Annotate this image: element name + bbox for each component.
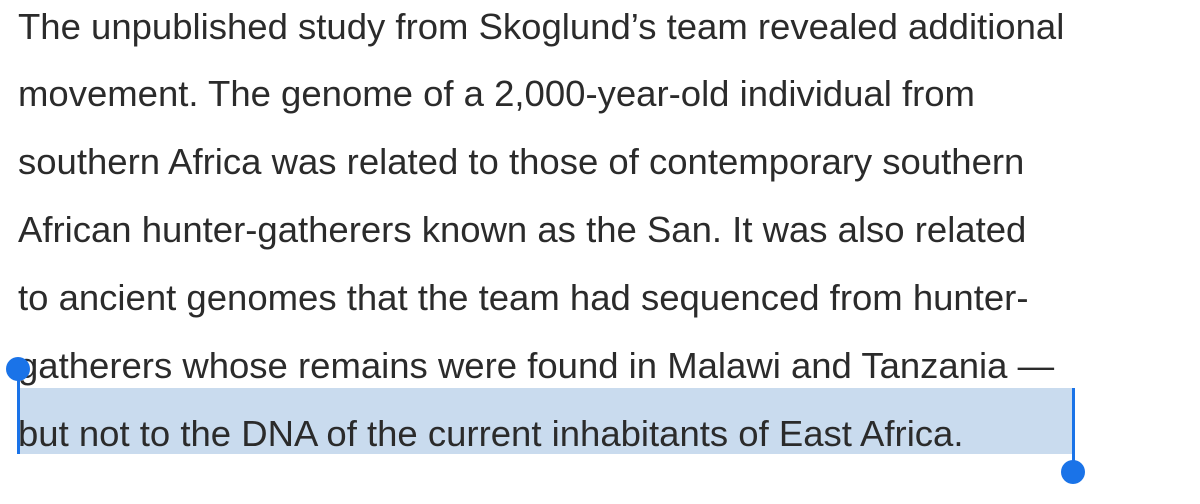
paragraph-line: movement. The genome of a 2,000-year-old… [18, 73, 975, 114]
paragraph-line: The unpublished study from Skoglund’s te… [18, 6, 1065, 47]
paragraph-line: but not to the DNA of the current inhabi… [18, 413, 964, 454]
selection-end-handle[interactable] [1061, 460, 1085, 484]
paragraph-line: African hunter-gatherers known as the Sa… [18, 209, 1027, 250]
selection-start-caret[interactable] [17, 372, 20, 454]
selection-end-caret[interactable] [1072, 388, 1075, 468]
paragraph-line: southern Africa was related to those of … [18, 141, 1025, 182]
text-selection-highlight [19, 388, 1074, 454]
paragraph-line: gatherers whose remains were found in Ma… [18, 345, 1055, 386]
paragraph-line: to ancient genomes that the team had seq… [18, 277, 1029, 318]
selection-start-handle[interactable] [6, 357, 30, 381]
